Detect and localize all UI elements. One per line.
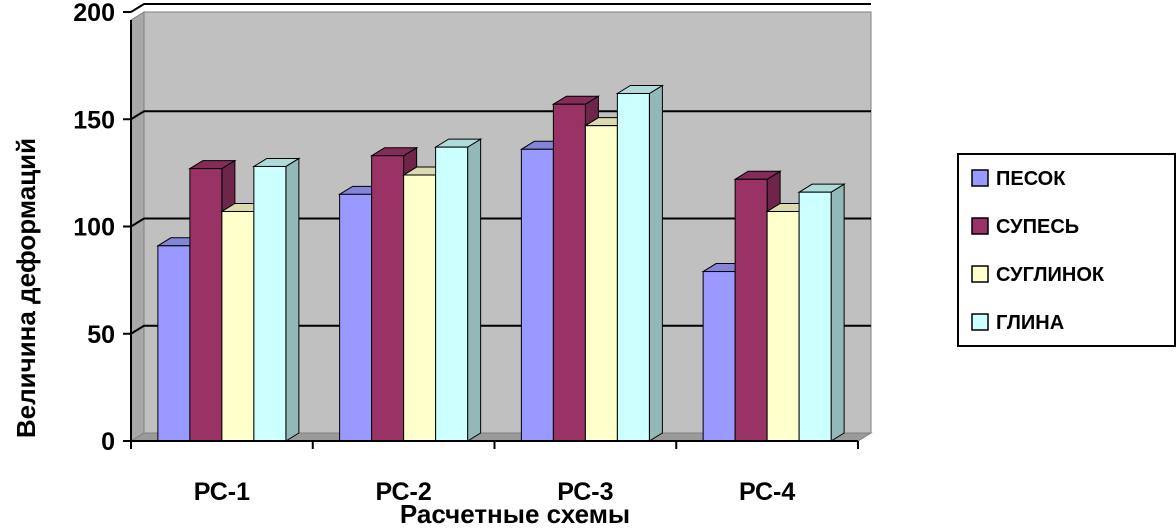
bar-front (616, 93, 650, 442)
legend-swatch (971, 169, 989, 187)
y-tick-label: 50 (87, 321, 115, 349)
bar-front (552, 103, 586, 442)
plot-side-wall (130, 11, 145, 442)
bar-side (467, 138, 482, 442)
legend-box (957, 153, 1176, 347)
bar-front (520, 148, 554, 442)
legend: ПЕСОК СУПЕСЬ СУГЛИНОК ГЛИНА (957, 153, 1176, 347)
x-tick-label: РС-4 (739, 478, 795, 506)
bar (615, 84, 665, 442)
bar-front (371, 155, 405, 442)
bar-front (403, 174, 437, 442)
y-axis-title: Величина деформаций (11, 138, 41, 438)
bar-side (648, 84, 663, 442)
axes-group: 0 50 100 150 200 РС-1 РС-2 РС-3 РС-4 (73, 0, 859, 506)
x-axis-title: Расчетные схемы (400, 499, 630, 529)
legend-item: ГЛИНА (971, 312, 1064, 334)
legend-swatch (971, 265, 989, 283)
legend-item: СУПЕСЬ (971, 216, 1079, 238)
bar-front (734, 178, 768, 442)
bar-side (830, 183, 845, 442)
bar-front (221, 210, 255, 442)
bar (433, 138, 483, 442)
x-tick-label: РС-3 (557, 478, 613, 506)
y-tick-label: 100 (73, 214, 115, 242)
bars-group (156, 84, 846, 442)
bar-front (766, 210, 800, 442)
bar-side (285, 157, 300, 442)
legend-label: СУГЛИНОК (996, 264, 1105, 286)
bar-front (157, 245, 191, 442)
bar-front (435, 146, 469, 442)
legend-swatch (971, 217, 989, 235)
x-tick-label: РС-1 (194, 478, 250, 506)
bar-front (253, 165, 287, 442)
y-tick-label: 150 (73, 106, 115, 134)
y-tick-label: 200 (73, 0, 115, 27)
legend-label: СУПЕСЬ (996, 216, 1079, 238)
legend-swatch (971, 313, 989, 331)
legend-label: ПЕСОК (996, 168, 1066, 190)
legend-item: ПЕСОК (971, 168, 1066, 190)
legend-item: СУГЛИНОК (971, 264, 1105, 286)
bar-front (798, 191, 832, 442)
bar (797, 183, 846, 442)
x-tick-label: РС-2 (375, 478, 431, 506)
bar-front (189, 168, 223, 442)
bar-front (702, 271, 736, 442)
bar-front (339, 193, 373, 442)
y-tick-label: 0 (101, 428, 115, 456)
legend-label: ГЛИНА (996, 312, 1064, 334)
bar (252, 157, 301, 442)
bar-front (584, 125, 618, 442)
gridline (130, 3, 871, 13)
